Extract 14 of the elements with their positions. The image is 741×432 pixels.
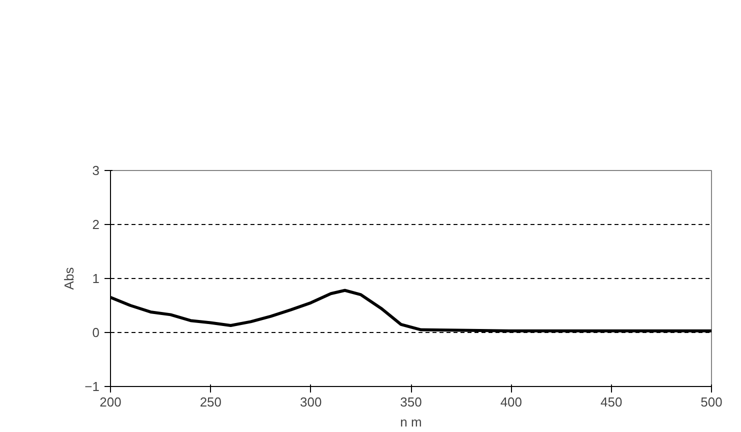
x-axis-title: n m xyxy=(400,414,422,430)
y-axis-title: Abs xyxy=(62,266,77,290)
x-tick-label: 300 xyxy=(300,394,322,410)
y-tick-label: −1 xyxy=(84,379,100,394)
x-tick-label: 200 xyxy=(100,394,122,410)
y-tick-label: 1 xyxy=(92,271,100,286)
x-tick-label: 350 xyxy=(400,394,422,410)
x-tick-label: 450 xyxy=(600,394,622,410)
x-tick-label: 400 xyxy=(500,394,522,410)
x-tick-label: 250 xyxy=(200,394,222,410)
y-tick-label: 3 xyxy=(92,163,100,178)
x-tick-label: 500 xyxy=(700,394,722,410)
y-tick-label: 2 xyxy=(92,217,100,232)
y-tick-label: 0 xyxy=(92,325,100,340)
